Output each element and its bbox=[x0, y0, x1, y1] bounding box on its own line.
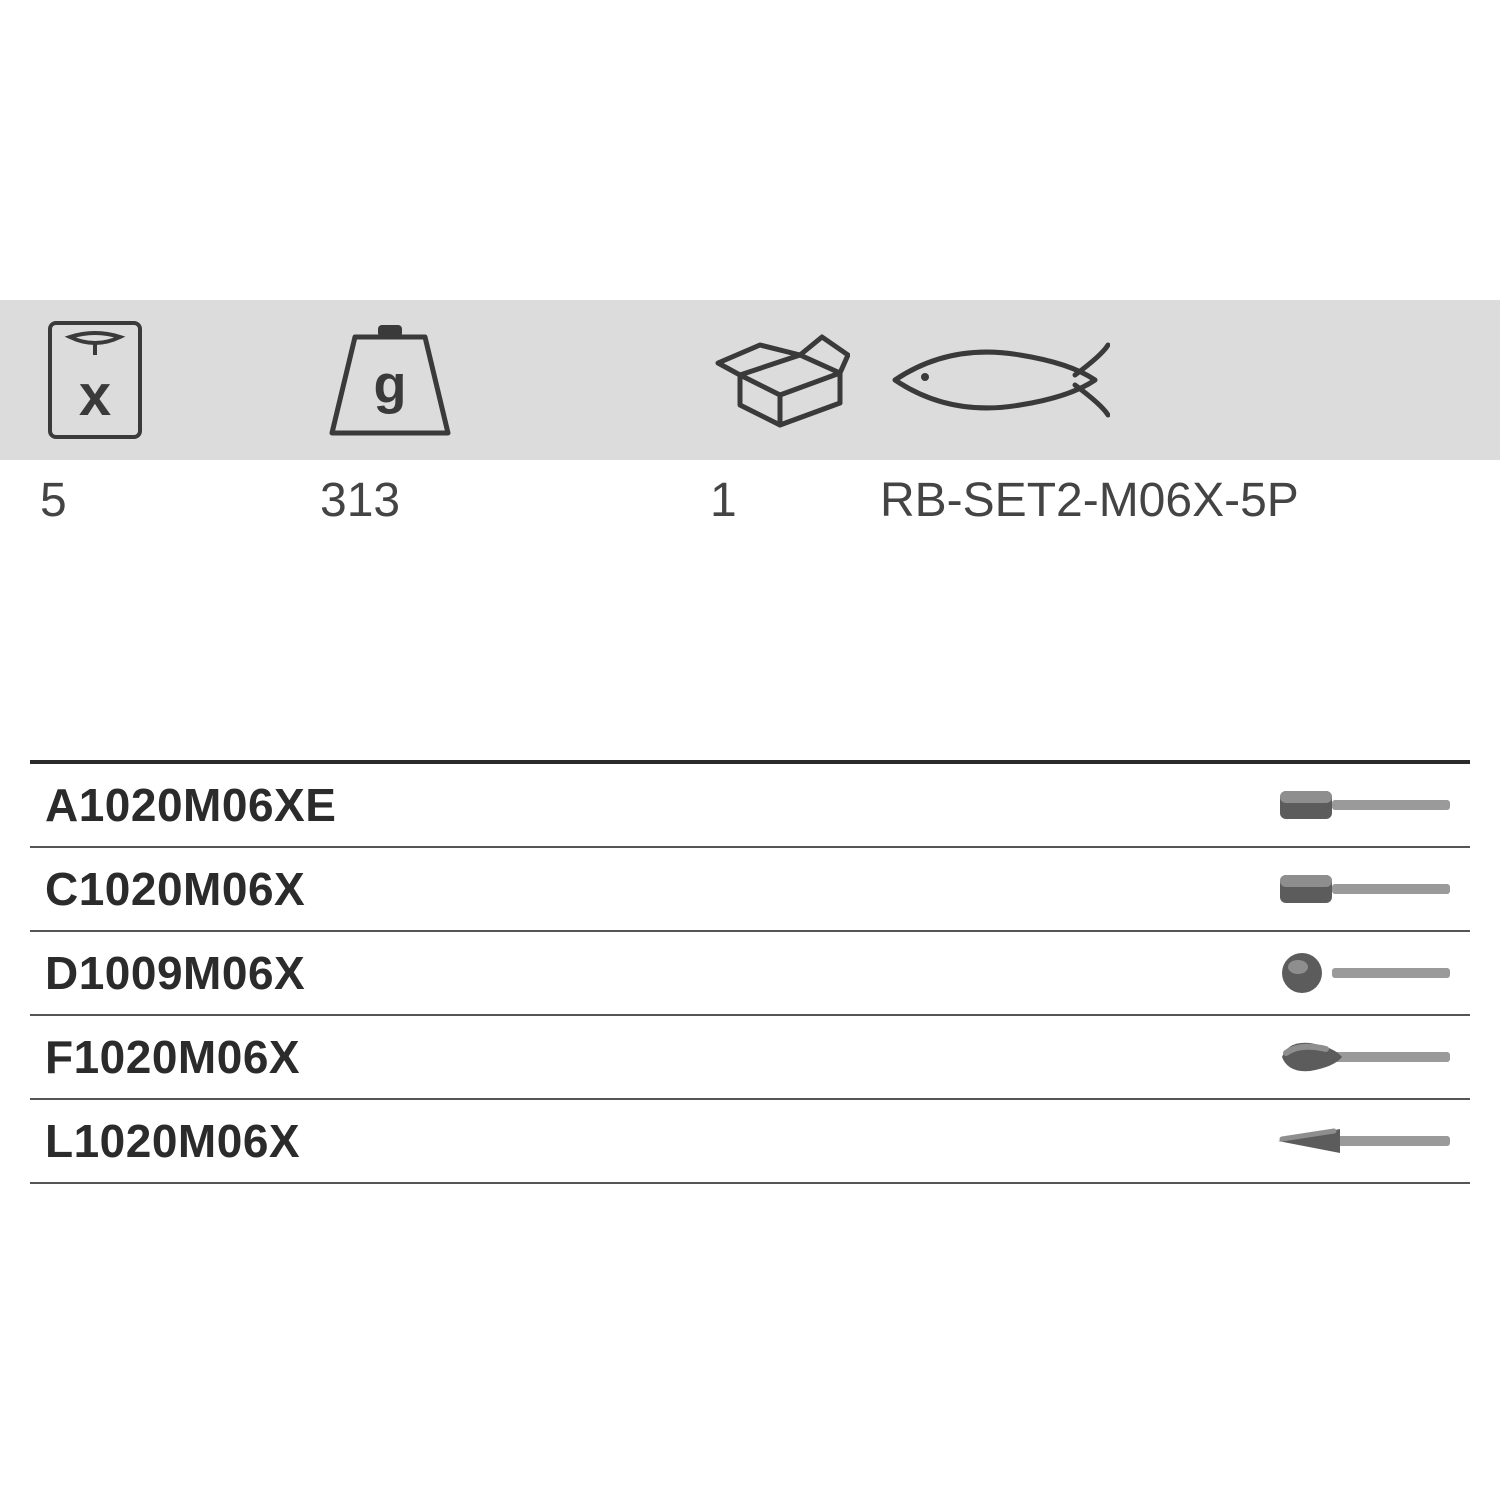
spec-header-weight: g bbox=[320, 315, 710, 445]
part-code: D1009M06X bbox=[45, 946, 305, 1000]
spec-pack-value: 1 bbox=[710, 473, 737, 528]
part-thumb-cone bbox=[1260, 1111, 1460, 1171]
parts-row: A1020M06XE bbox=[30, 764, 1470, 848]
parts-table: A1020M06XE C1020M06X D1009M06X F1020M06X bbox=[30, 760, 1470, 1184]
spec-weight-value: 313 bbox=[320, 473, 400, 528]
hangtag-label: x bbox=[79, 363, 111, 428]
part-code: C1020M06X bbox=[45, 862, 305, 916]
fish-icon bbox=[880, 325, 1110, 435]
part-code: L1020M06X bbox=[45, 1114, 300, 1168]
parts-row: D1009M06X bbox=[30, 932, 1470, 1016]
parts-row: C1020M06X bbox=[30, 848, 1470, 932]
spec-header-row: x g bbox=[0, 300, 1500, 460]
hangtag-icon: x bbox=[40, 315, 150, 445]
part-thumb-ball bbox=[1260, 943, 1460, 1003]
spec-quantity-value: 5 bbox=[40, 473, 67, 528]
parts-row: L1020M06X bbox=[30, 1100, 1470, 1184]
spec-header-fish bbox=[870, 325, 1500, 435]
spec-data-row: 5 313 1 RB-SET2-M06X-5P bbox=[0, 460, 1500, 540]
part-thumb-tree-radius bbox=[1260, 1027, 1460, 1087]
spec-code-value: RB-SET2-M06X-5P bbox=[880, 473, 1299, 528]
weight-label: g bbox=[374, 355, 407, 415]
weight-icon: g bbox=[320, 315, 460, 445]
box-icon bbox=[710, 325, 850, 435]
part-code: A1020M06XE bbox=[45, 778, 336, 832]
part-thumb-cylinder bbox=[1260, 775, 1460, 835]
part-thumb-cylinder bbox=[1260, 859, 1460, 919]
part-code: F1020M06X bbox=[45, 1030, 300, 1084]
parts-row: F1020M06X bbox=[30, 1016, 1470, 1100]
spec-header-package bbox=[710, 325, 870, 435]
spec-header-quantity: x bbox=[0, 315, 320, 445]
